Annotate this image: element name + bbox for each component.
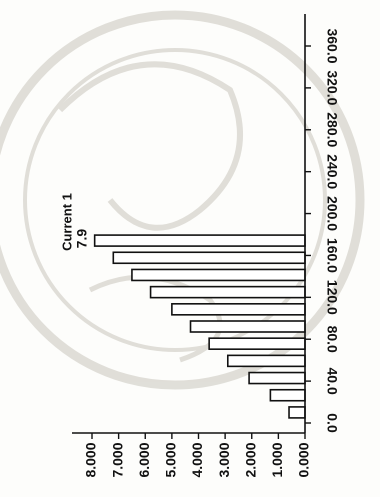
category-tick-label: 240.0 — [324, 154, 340, 189]
value-tick-label: 3.000 — [216, 442, 232, 477]
category-tick-label: 320.0 — [324, 70, 340, 105]
bar — [208, 337, 306, 350]
bar — [248, 371, 306, 385]
category-tick-label: 0.0 — [324, 413, 340, 433]
bar — [171, 303, 306, 316]
category-tick-label: 40.0 — [324, 367, 340, 394]
category-tick-label: 120.0 — [324, 280, 340, 315]
labels-group: 0.0 40.0 80.0 120.0 160.0 200.0 240.0 280.0 320.… — [59, 28, 340, 477]
data-label: 7.9 — [73, 229, 89, 249]
value-tick-label: 0.000 — [296, 442, 312, 477]
series-label: Current 1 — [59, 193, 74, 251]
category-tick-label: 80.0 — [324, 326, 340, 353]
value-tick-label: 7.000 — [109, 442, 125, 477]
bar — [226, 354, 306, 368]
category-tick-label: 160.0 — [324, 238, 340, 273]
value-tick-label: 5.000 — [163, 442, 179, 477]
watermark-seal — [0, 10, 365, 390]
bar — [131, 268, 306, 282]
value-tick-label: 4.000 — [189, 442, 205, 477]
bar — [149, 285, 306, 299]
category-tick-label: 360.0 — [324, 28, 340, 63]
bar — [189, 320, 306, 333]
bar — [269, 388, 306, 402]
category-tick-label: 280.0 — [324, 112, 340, 147]
category-tick-label: 200.0 — [324, 196, 340, 231]
value-tick-label: 2.000 — [242, 442, 258, 477]
value-tick-label: 1.000 — [269, 442, 285, 477]
value-tick-label: 8.000 — [83, 442, 99, 477]
bar — [93, 234, 306, 247]
axes-group — [72, 14, 311, 439]
bar — [288, 406, 306, 419]
value-tick-label: 6.000 — [136, 442, 152, 477]
bar — [112, 251, 306, 265]
bars-group — [93, 234, 306, 419]
